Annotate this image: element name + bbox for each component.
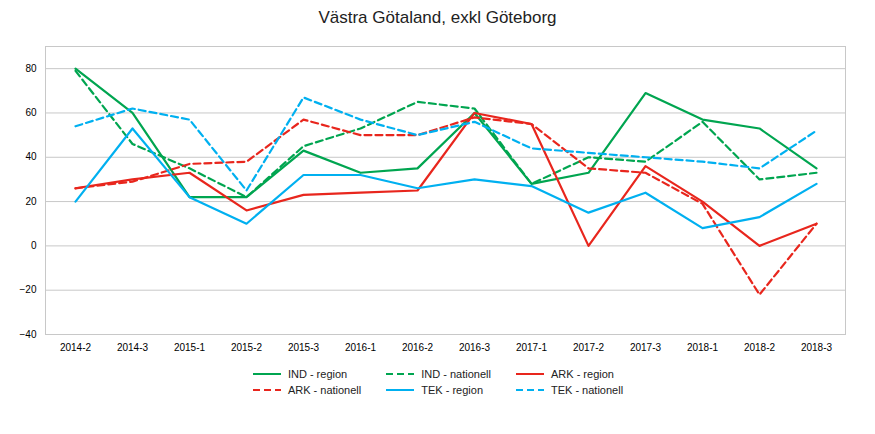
svg-text:40: 40 <box>25 151 37 162</box>
svg-text:2014-3: 2014-3 <box>117 342 149 353</box>
svg-text:0: 0 <box>31 240 37 251</box>
svg-text:2014-2: 2014-2 <box>60 342 92 353</box>
svg-text:2016-2: 2016-2 <box>402 342 434 353</box>
html-text:TEK - nationell: TEK - nationell <box>551 384 624 396</box>
svg-text:60: 60 <box>25 107 37 118</box>
html-text:Västra Götaland, exkl Göteborg: Västra Götaland, exkl Göteborg <box>318 8 557 27</box>
html-text:TEK - region: TEK - region <box>421 384 483 396</box>
html-text:IND - nationell: IND - nationell <box>421 368 491 380</box>
svg-text:80: 80 <box>25 63 37 74</box>
svg-text:20: 20 <box>25 196 37 207</box>
svg-text:−20: −20 <box>20 284 37 295</box>
svg-text:2015-1: 2015-1 <box>174 342 206 353</box>
svg-text:−40: −40 <box>20 329 37 340</box>
svg-text:2015-2: 2015-2 <box>231 342 263 353</box>
svg-text:2015-3: 2015-3 <box>288 342 320 353</box>
svg-text:2016-1: 2016-1 <box>345 342 377 353</box>
svg-text:2016-3: 2016-3 <box>459 342 491 353</box>
svg-text:2017-1: 2017-1 <box>516 342 548 353</box>
html-text:IND - region: IND - region <box>287 368 348 380</box>
svg-text:2017-2: 2017-2 <box>573 342 605 353</box>
svg-text:2018-2: 2018-2 <box>744 342 776 353</box>
html-text:ARK - region: ARK - region <box>551 368 614 380</box>
svg-text:2018-1: 2018-1 <box>687 342 719 353</box>
svg-text:2018-3: 2018-3 <box>801 342 833 353</box>
html-text:ARK - nationell: ARK - nationell <box>287 384 362 396</box>
svg-text:2017-3: 2017-3 <box>630 342 662 353</box>
